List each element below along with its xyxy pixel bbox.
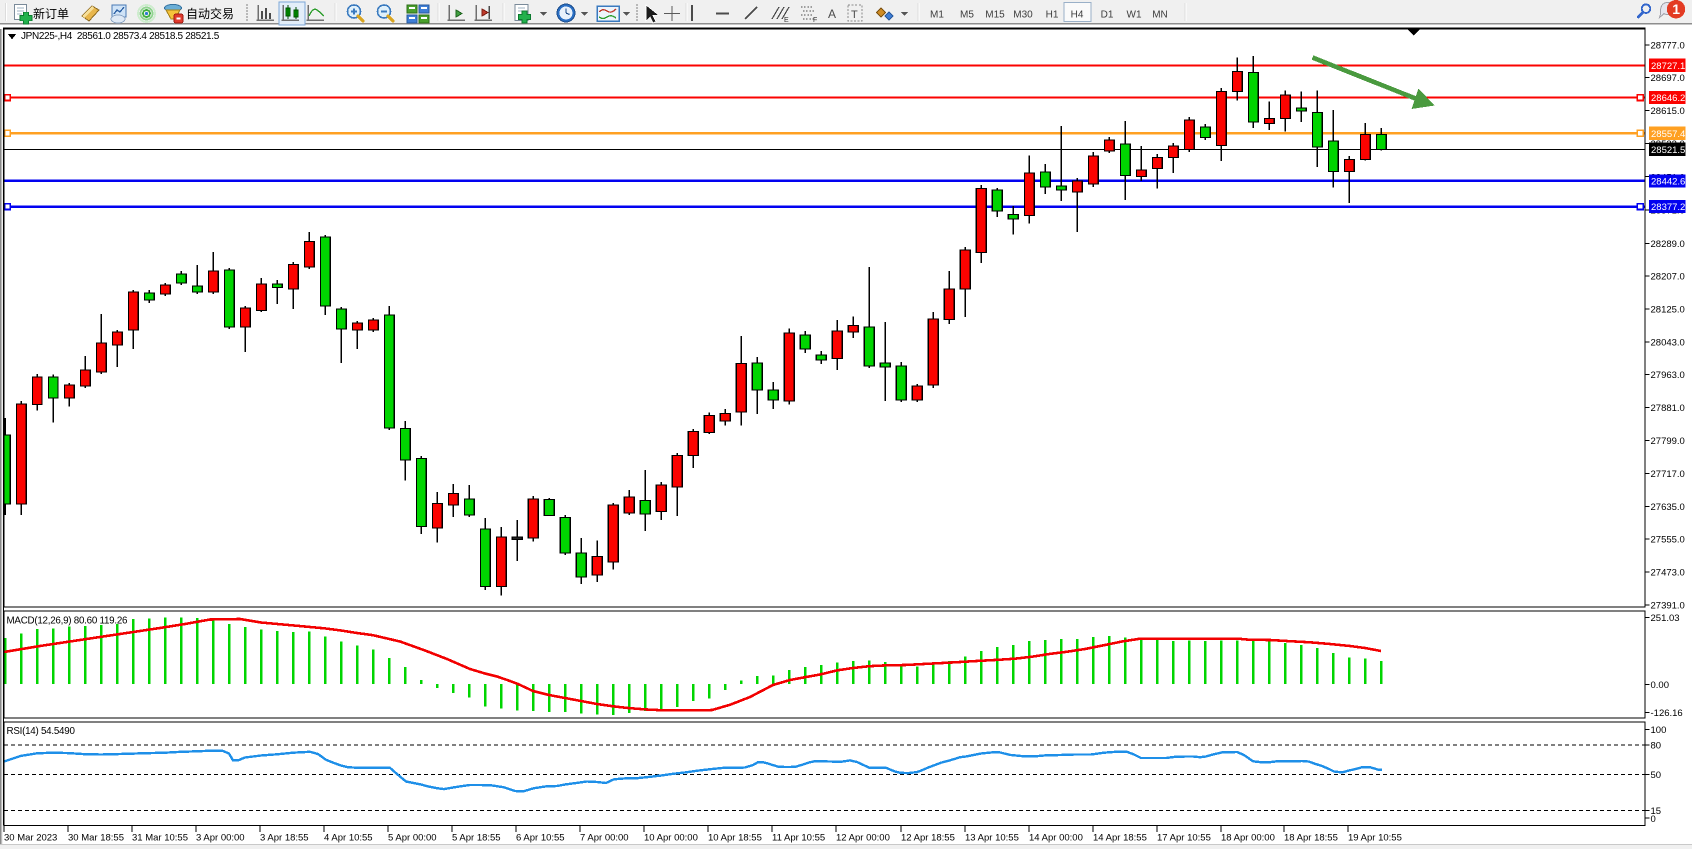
svg-text:3 Apr 18:55: 3 Apr 18:55 [260,833,309,844]
svg-text:28289.0: 28289.0 [1651,239,1685,250]
svg-text:7 Apr 00:00: 7 Apr 00:00 [580,833,629,844]
svg-text:13 Apr 10:55: 13 Apr 10:55 [965,833,1019,844]
svg-text:28207.0: 28207.0 [1651,272,1685,283]
svg-text:28615.0: 28615.0 [1651,106,1685,117]
svg-text:RSI(14) 54.5490: RSI(14) 54.5490 [7,726,76,737]
svg-text:28442.6: 28442.6 [1651,177,1685,188]
svg-text:28646.2: 28646.2 [1651,93,1685,104]
svg-text:D1: D1 [1101,10,1114,21]
svg-text:28125.0: 28125.0 [1651,305,1685,316]
svg-text:11 Apr 10:55: 11 Apr 10:55 [772,833,825,844]
svg-text:27799.0: 27799.0 [1651,436,1685,447]
svg-text:A: A [828,7,836,21]
svg-text:1: 1 [1672,1,1680,17]
svg-text:28521.5: 28521.5 [1651,145,1685,156]
svg-text:M1: M1 [930,10,944,21]
svg-text:3 Apr 00:00: 3 Apr 00:00 [196,833,245,844]
svg-text:5 Apr 00:00: 5 Apr 00:00 [388,833,437,844]
svg-text:19 Apr 10:55: 19 Apr 10:55 [1348,833,1402,844]
svg-text:14 Apr 00:00: 14 Apr 00:00 [1029,833,1083,844]
svg-text:JPN225-,H4 28561.0 28573.4 28: JPN225-,H4 28561.0 28573.4 28518.5 28521… [21,31,220,42]
svg-text:27555.0: 27555.0 [1651,535,1685,546]
svg-text:28377.2: 28377.2 [1651,202,1685,213]
svg-text:251.03: 251.03 [1651,613,1680,624]
svg-text:28557.4: 28557.4 [1651,129,1685,140]
svg-text:0.00: 0.00 [1651,680,1670,691]
svg-text:M30: M30 [1013,10,1033,21]
svg-text:18 Apr 00:00: 18 Apr 00:00 [1221,833,1275,844]
svg-text:E: E [784,17,789,24]
svg-text:MN: MN [1152,10,1168,21]
svg-text:14 Apr 18:55: 14 Apr 18:55 [1093,833,1147,844]
svg-text:自动交易: 自动交易 [186,6,234,21]
svg-text:27963.0: 27963.0 [1651,370,1685,381]
svg-text:27717.0: 27717.0 [1651,469,1685,480]
svg-text:18 Apr 18:55: 18 Apr 18:55 [1284,833,1338,844]
svg-text:30 Mar 18:55: 30 Mar 18:55 [68,833,124,844]
svg-text:12 Apr 00:00: 12 Apr 00:00 [836,833,890,844]
svg-text:100: 100 [1651,725,1667,736]
svg-text:5 Apr 18:55: 5 Apr 18:55 [452,833,501,844]
svg-text:28697.0: 28697.0 [1651,73,1685,84]
svg-text:新订单: 新订单 [33,6,69,21]
svg-text:30 Mar 2023: 30 Mar 2023 [4,833,57,844]
svg-text:28727.1: 28727.1 [1651,61,1685,72]
svg-text:10 Apr 00:00: 10 Apr 00:00 [644,833,698,844]
svg-text:27391.0: 27391.0 [1651,601,1685,612]
svg-text:12 Apr 18:55: 12 Apr 18:55 [901,833,955,844]
svg-text:0: 0 [1651,814,1656,825]
svg-text:27635.0: 27635.0 [1651,502,1685,513]
svg-text:31 Mar 10:55: 31 Mar 10:55 [132,833,188,844]
svg-text:H1: H1 [1046,10,1059,21]
svg-text:4 Apr 10:55: 4 Apr 10:55 [324,833,373,844]
svg-text:H4: H4 [1071,10,1084,21]
svg-text:T: T [851,9,858,21]
svg-text:M15: M15 [985,10,1005,21]
svg-text:27881.0: 27881.0 [1651,403,1685,414]
svg-text:28043.0: 28043.0 [1651,338,1685,349]
svg-text:10 Apr 18:55: 10 Apr 18:55 [708,833,762,844]
svg-text:M5: M5 [960,10,974,21]
svg-text:17 Apr 10:55: 17 Apr 10:55 [1157,833,1211,844]
svg-text:W1: W1 [1127,10,1142,21]
svg-text:50: 50 [1651,770,1662,781]
svg-text:F: F [813,17,817,24]
svg-text:MACD(12,26,9) 80.60 119.26: MACD(12,26,9) 80.60 119.26 [7,616,129,627]
svg-text:-126.16: -126.16 [1651,708,1683,719]
svg-text:27473.0: 27473.0 [1651,568,1685,579]
svg-text:15: 15 [1651,806,1662,817]
svg-text:28777.0: 28777.0 [1651,41,1685,52]
svg-text:80: 80 [1651,741,1662,752]
svg-text:6 Apr 10:55: 6 Apr 10:55 [516,833,565,844]
